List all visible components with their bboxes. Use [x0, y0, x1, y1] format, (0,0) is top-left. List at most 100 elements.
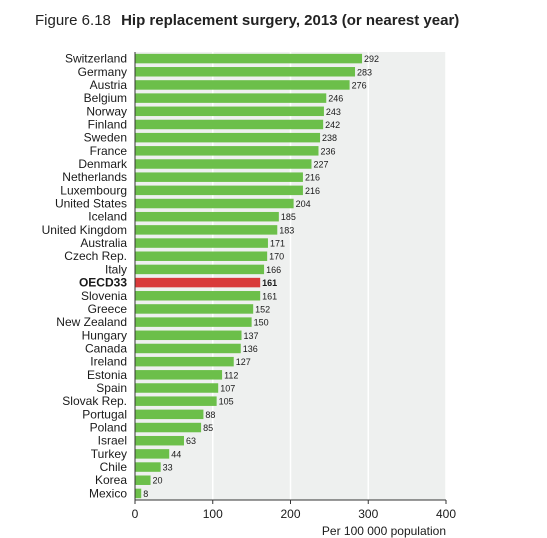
value-label: 170	[269, 252, 284, 262]
value-label: 85	[203, 423, 213, 433]
category-label: Mexico	[89, 486, 127, 500]
value-label: 63	[186, 436, 196, 446]
bar	[135, 185, 303, 196]
x-tick-label: 400	[436, 507, 456, 521]
value-label: 243	[326, 107, 341, 117]
bar	[135, 277, 261, 288]
bar	[135, 330, 242, 341]
category-label: Czech Rep.	[64, 249, 127, 263]
bar	[135, 422, 202, 433]
value-label: 242	[325, 120, 340, 130]
bar	[135, 106, 324, 117]
value-label: 105	[219, 397, 234, 407]
value-label: 150	[254, 318, 269, 328]
category-label: OECD33	[79, 276, 127, 290]
value-label: 161	[262, 291, 277, 301]
category-label: Israel	[98, 434, 127, 448]
value-label: 216	[305, 186, 320, 196]
value-label: 276	[352, 80, 367, 90]
bar	[135, 343, 241, 354]
value-label: 185	[281, 212, 296, 222]
value-label: 227	[313, 160, 328, 170]
category-label: Denmark	[78, 157, 128, 171]
bar	[135, 449, 170, 459]
category-label: Belgium	[84, 91, 127, 105]
bar	[135, 172, 303, 182]
bar	[135, 370, 223, 380]
category-label: Greece	[88, 302, 128, 316]
value-label: 44	[171, 449, 181, 459]
value-label: 88	[205, 410, 215, 420]
category-label: United States	[55, 197, 127, 211]
category-label: Italy	[105, 262, 127, 276]
category-label: Austria	[90, 78, 128, 92]
x-tick-label: 200	[280, 507, 300, 521]
category-label: Germany	[78, 65, 127, 79]
value-label: 236	[320, 146, 335, 156]
value-label: 238	[322, 133, 337, 143]
bar	[135, 53, 363, 64]
category-label: Portugal	[82, 407, 127, 421]
category-label: Switzerland	[65, 52, 127, 66]
bar	[135, 198, 294, 209]
category-label: Hungary	[82, 328, 127, 342]
bar	[135, 67, 356, 77]
category-label: Ireland	[90, 355, 127, 369]
category-label: Slovenia	[81, 289, 127, 303]
bar	[135, 475, 151, 485]
value-label: 137	[244, 331, 259, 341]
value-label: 292	[364, 54, 379, 64]
category-label: Luxembourg	[60, 183, 127, 197]
category-label: Canada	[85, 341, 127, 355]
bar	[135, 211, 279, 222]
value-label: 20	[153, 476, 163, 486]
bar	[135, 80, 350, 90]
category-label: Chile	[100, 460, 128, 474]
bar	[135, 291, 261, 301]
category-label: Estonia	[87, 368, 127, 382]
bar	[135, 119, 324, 130]
value-label: 283	[357, 67, 372, 77]
value-label: 152	[255, 304, 270, 314]
value-label: 8	[143, 489, 148, 499]
bar	[135, 159, 312, 169]
value-label: 216	[305, 173, 320, 183]
bar	[135, 93, 327, 103]
bar	[135, 146, 319, 156]
bar	[135, 304, 254, 314]
category-label: United Kingdom	[42, 223, 127, 237]
bar	[135, 409, 204, 420]
value-label: 127	[236, 357, 251, 367]
category-label: Finland	[88, 117, 127, 131]
x-tick-label: 100	[203, 507, 223, 521]
value-label: 112	[224, 370, 238, 380]
title-text: Hip replacement surgery, 2013 (or neares…	[121, 12, 460, 29]
bar	[135, 251, 268, 261]
category-label: Norway	[86, 104, 127, 118]
bar	[135, 132, 321, 143]
bar	[135, 396, 217, 406]
bar	[135, 383, 219, 393]
bar	[135, 225, 278, 235]
value-label: 33	[163, 463, 173, 473]
category-label: Turkey	[91, 447, 127, 461]
category-label: Australia	[80, 236, 127, 250]
category-label: Sweden	[84, 131, 127, 145]
bar	[135, 356, 234, 367]
value-label: 161	[262, 278, 277, 288]
category-label: New Zealand	[56, 315, 127, 329]
x-tick-label: 0	[132, 507, 139, 521]
category-label: Poland	[90, 421, 127, 435]
chart-title: Figure 6.18 Hip replacement surgery, 201…	[35, 12, 459, 29]
category-label: Iceland	[88, 210, 127, 224]
bar	[135, 488, 142, 499]
bar	[135, 435, 184, 446]
value-label: 107	[220, 384, 235, 394]
category-label: Netherlands	[62, 170, 127, 184]
bar	[135, 238, 268, 248]
value-label: 171	[270, 239, 285, 249]
value-label: 183	[279, 225, 294, 235]
category-label: Slovak Rep.	[62, 394, 127, 408]
x-axis-label: Per 100 000 population	[322, 524, 446, 538]
